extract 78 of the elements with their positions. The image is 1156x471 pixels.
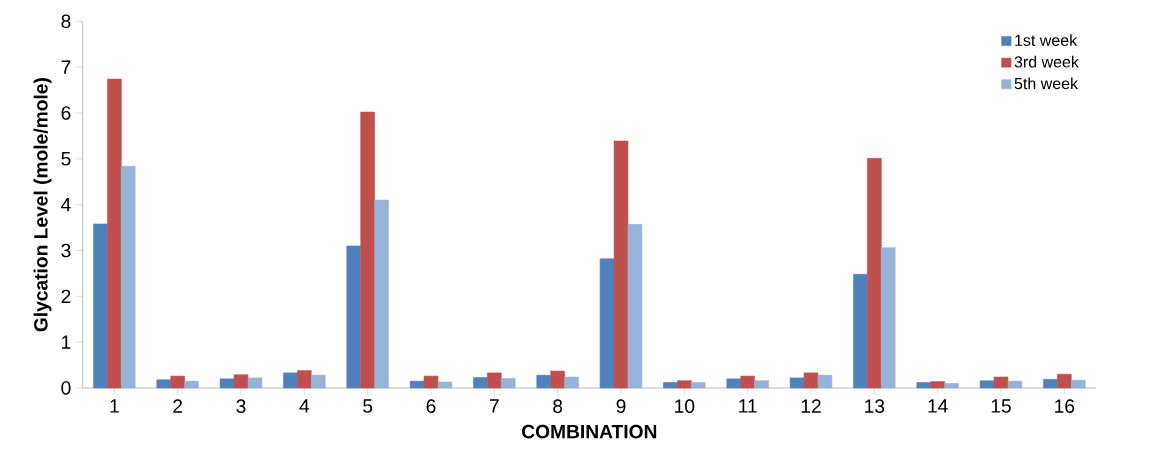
y-tick-label: 6 [61,106,71,120]
bar [346,245,361,389]
x-tick-label: 2 [173,399,183,413]
bar [409,381,425,389]
x-tick-label: 12 [801,399,821,413]
y-tick-label: 2 [61,289,71,304]
bar [360,111,375,389]
bar [107,78,122,389]
x-tick-label: 11 [739,399,757,413]
legend-label: 1st week [1015,34,1078,47]
x-tick-label: 7 [489,399,499,413]
x-tick-label: 16 [1055,399,1075,414]
bar [156,379,171,389]
bar [283,372,298,389]
bar [613,140,629,389]
bar [916,382,931,389]
legend-label: 3rd week [1014,56,1079,68]
bar [881,247,896,389]
bar [423,375,439,389]
x-tick-label: 15 [991,399,1011,413]
bar [803,372,819,389]
x-tick-label: 6 [426,399,436,414]
bar [247,377,263,389]
x-axis-title: COMBINATION [522,424,657,439]
y-tick-label: 7 [61,60,71,74]
bar [677,380,692,389]
bar [487,372,502,389]
bar [789,377,805,389]
bar [233,374,249,389]
bar [1071,380,1086,389]
bar [740,375,755,389]
bar [93,223,108,389]
bar [627,224,643,389]
y-tick-label: 1 [62,335,71,349]
bar [550,370,565,389]
x-tick-label: 4 [299,399,310,413]
bar [219,378,235,389]
x-tick-label: 1 [110,399,119,413]
bar [691,382,706,389]
bar [1043,379,1058,389]
bar [121,166,136,389]
bar [1057,374,1072,389]
x-tick-label: 8 [553,399,563,414]
x-tick-label: 14 [928,399,948,413]
bar [599,258,615,389]
bar [867,158,882,389]
y-tick-label: 0 [61,381,71,395]
x-tick-label: 13 [865,399,885,414]
bar [184,381,199,389]
x-tick-label: 3 [236,399,246,414]
y-tick-label: 5 [61,152,71,166]
bar [501,378,516,389]
bar [853,274,868,389]
bar [817,375,833,389]
bar [437,381,453,389]
legend-label: 5th week [1014,77,1079,90]
y-tick-label: 3 [61,243,71,258]
bar [944,383,959,389]
bar [663,382,678,389]
x-tick-label: 10 [675,399,695,414]
bar [726,378,741,389]
bar [473,377,488,389]
x-tick-label: 9 [616,399,626,414]
y-axis-title: Glycation Level (mole/mole) [33,78,52,332]
bar [170,375,185,389]
bar [311,375,326,389]
bar [374,199,389,389]
bar [930,381,945,389]
bar [993,376,1009,389]
bar [1007,381,1023,389]
bar [979,380,995,389]
bar [754,380,769,389]
bar [564,376,579,389]
y-tick-label: 4 [61,198,71,212]
bar [536,375,551,389]
y-tick-label: 8 [61,14,71,29]
bar [297,370,312,389]
x-tick-label: 5 [363,399,373,413]
